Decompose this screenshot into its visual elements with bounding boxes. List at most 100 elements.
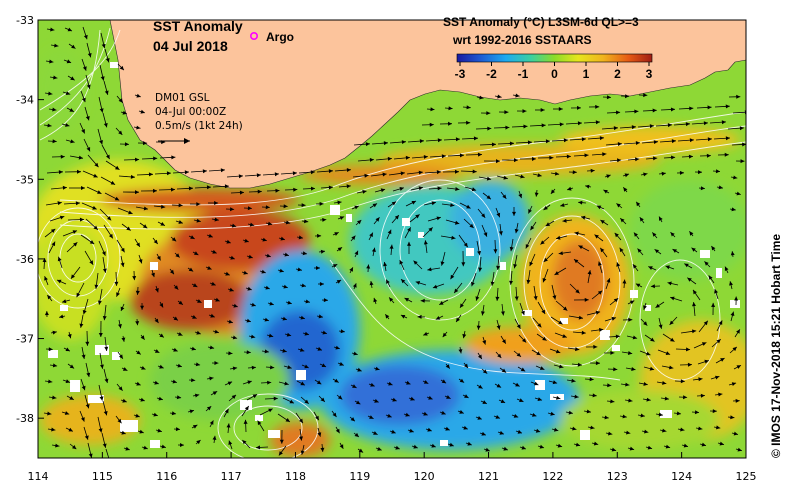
current-arrowhead — [615, 334, 620, 339]
current-arrowhead — [265, 285, 270, 290]
current-arrowhead — [553, 427, 559, 432]
current-arrowhead — [154, 349, 160, 353]
current-arrowhead — [256, 445, 261, 450]
current-arrowhead — [495, 296, 500, 301]
current-arrowhead — [275, 188, 280, 193]
current-arrowhead — [496, 212, 501, 218]
current-arrowhead — [607, 383, 612, 388]
current-arrowhead — [194, 393, 200, 398]
current-arrowhead — [283, 284, 288, 289]
current-arrowhead — [68, 427, 73, 432]
current-arrowhead — [731, 382, 737, 386]
y-tick-label: -38 — [16, 412, 34, 425]
current-arrowhead — [212, 249, 217, 254]
current-arrowhead — [461, 262, 466, 267]
current-arrowhead — [246, 318, 251, 323]
current-arrowhead — [595, 120, 600, 125]
current-arrowhead — [304, 399, 309, 404]
current-arrowhead — [268, 333, 274, 338]
current-arrowhead — [399, 187, 404, 191]
current-arrowhead — [302, 251, 307, 256]
current-arrowhead — [229, 287, 234, 292]
current-arrowhead — [586, 409, 591, 414]
current-arrowhead — [285, 220, 291, 225]
current-arrowhead — [707, 105, 712, 110]
x-tick-label: 124 — [671, 470, 692, 483]
current-arrowhead — [646, 351, 651, 356]
current-arrowhead — [430, 107, 435, 112]
current-arrowhead — [477, 152, 482, 157]
current-arrowhead — [118, 98, 123, 103]
current-arrowhead — [261, 269, 266, 274]
current-arrowhead — [574, 259, 579, 264]
current-arrowhead — [81, 186, 85, 190]
current-arrowhead — [171, 155, 176, 160]
current-arrowhead — [509, 280, 513, 285]
current-arrowhead — [724, 266, 729, 271]
current-arrowhead — [238, 174, 243, 179]
current-arrowhead — [606, 174, 611, 179]
current-arrowhead — [566, 154, 571, 159]
current-arrowhead — [251, 365, 256, 370]
current-arrowhead — [646, 397, 651, 402]
current-arrowhead — [649, 366, 655, 371]
current-arrowhead — [104, 346, 109, 351]
current-arrowhead — [689, 138, 694, 143]
current-arrowhead — [85, 404, 90, 409]
current-arrowhead — [196, 202, 201, 207]
current-arrowhead — [286, 332, 292, 337]
argo-label: Argo — [266, 30, 294, 44]
current-arrowhead — [70, 76, 75, 81]
current-arrowhead — [66, 59, 72, 64]
current-arrowhead — [718, 392, 723, 397]
current-arrowhead — [52, 330, 57, 335]
current-arrowhead — [135, 321, 140, 326]
current-arrowhead — [73, 242, 78, 247]
current-arrowhead — [568, 410, 573, 415]
current-arrowhead — [599, 327, 604, 332]
current-arrowhead — [545, 222, 551, 227]
current-arrowhead — [322, 330, 327, 335]
current-arrowhead — [273, 396, 278, 401]
current-arrowhead — [716, 339, 721, 344]
current-arrowhead — [629, 446, 635, 451]
current-arrowhead — [665, 265, 670, 270]
current-arrowhead — [721, 120, 726, 125]
current-arrowhead — [534, 381, 539, 386]
current-arrowhead — [572, 426, 577, 431]
current-arrowhead — [698, 377, 703, 382]
current-arrowhead — [230, 255, 235, 260]
current-arrowhead — [351, 235, 356, 240]
current-arrowhead — [212, 391, 218, 396]
current-arrowhead — [352, 384, 357, 388]
current-arrowhead — [509, 246, 514, 252]
current-arrowhead — [410, 396, 415, 401]
current-arrowhead — [593, 441, 599, 446]
current-arrowhead — [631, 125, 636, 130]
current-arrowhead — [114, 281, 119, 286]
current-arrowhead — [563, 306, 568, 311]
current-arrowhead — [680, 379, 685, 384]
current-arrowhead — [616, 110, 621, 115]
current-arrowhead — [148, 172, 153, 177]
current-arrowhead — [487, 126, 492, 131]
current-arrowhead — [81, 354, 86, 359]
current-arrowhead — [707, 137, 712, 142]
current-arrowhead — [423, 380, 429, 384]
current-arrowhead — [391, 429, 396, 434]
current-arrowhead — [716, 425, 721, 430]
current-arrowhead — [399, 260, 404, 265]
current-arrowhead — [192, 424, 198, 429]
current-arrowhead — [267, 380, 272, 385]
current-arrowhead — [220, 168, 225, 173]
current-arrowhead — [720, 358, 725, 362]
current-arrowhead — [215, 297, 220, 302]
current-arrowhead — [516, 324, 521, 329]
current-arrowhead — [81, 385, 86, 391]
current-arrowhead — [59, 215, 65, 220]
colorbar-tick-label: -1 — [518, 67, 529, 81]
current-arrowhead — [60, 154, 65, 159]
current-arrowhead — [500, 399, 506, 403]
current-arrowhead — [227, 381, 233, 386]
current-arrowhead — [520, 174, 525, 179]
